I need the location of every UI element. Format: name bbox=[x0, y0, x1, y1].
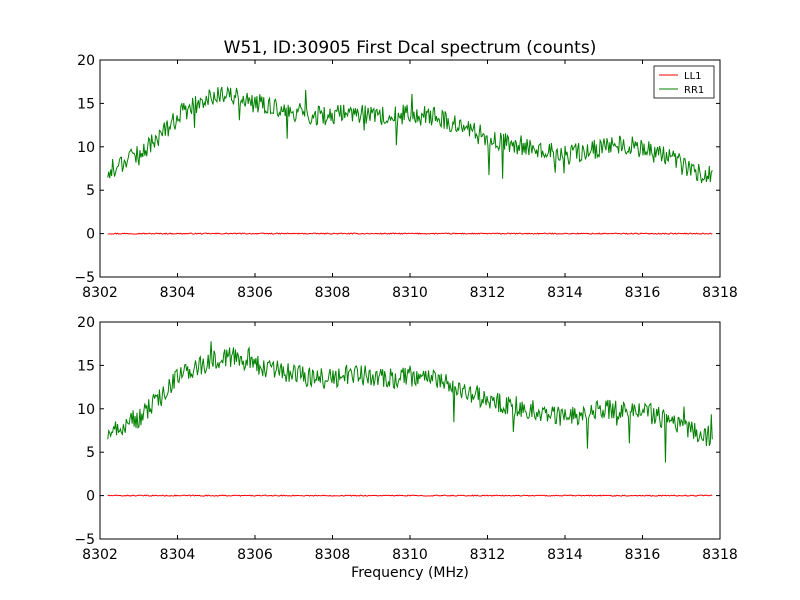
x-tick-label: 8304 bbox=[160, 547, 196, 563]
y-tick-label: 5 bbox=[86, 183, 95, 199]
y-tick-label: 0 bbox=[86, 227, 95, 243]
y-tick-label: 15 bbox=[77, 96, 95, 112]
series-line-rr1 bbox=[107, 341, 713, 463]
x-tick-label: 8318 bbox=[702, 285, 738, 301]
x-tick-label: 8310 bbox=[392, 547, 428, 563]
chart-title: W51, ID:30905 First Dcal spectrum (count… bbox=[224, 38, 597, 58]
series-line-ll1 bbox=[107, 232, 713, 235]
plot-panels: 8302 8304 8306 8308 8310 8312 8314 8316 8318 −5 0 5… bbox=[74, 53, 737, 563]
x-tick-label: 8304 bbox=[160, 285, 196, 301]
legend-label-rr1: RR1 bbox=[684, 85, 704, 96]
y-tick-label: 20 bbox=[77, 53, 95, 69]
series-group bbox=[107, 85, 713, 235]
x-tick-label: 8306 bbox=[237, 547, 273, 563]
x-tick-label: 8308 bbox=[315, 547, 351, 563]
x-tick-label: 8312 bbox=[470, 285, 506, 301]
y-tick-label: 10 bbox=[77, 402, 95, 418]
x-tick-label: 8318 bbox=[702, 547, 738, 563]
x-tick-label: 8312 bbox=[470, 547, 506, 563]
x-tick-label: 8310 bbox=[392, 285, 428, 301]
y-tick-label: 10 bbox=[77, 140, 95, 156]
x-tick-label: 8308 bbox=[315, 285, 351, 301]
x-tick-label: 8314 bbox=[547, 547, 583, 563]
x-tick-label: 8302 bbox=[82, 547, 118, 563]
x-tick-label: 8314 bbox=[547, 285, 583, 301]
y-tick-label: −5 bbox=[74, 270, 95, 286]
y-tick-label: 5 bbox=[86, 445, 95, 461]
y-tick-label: 20 bbox=[77, 315, 95, 331]
legend-box bbox=[653, 65, 715, 99]
plot-panel-2: 8302 8304 8306 8308 8310 8312 8314 8316 8318 −5 0 5… bbox=[74, 315, 737, 563]
x-tick-label: 8302 bbox=[82, 285, 118, 301]
y-tick-label: −5 bbox=[74, 532, 95, 548]
plot-panel-1: 8302 8304 8306 8308 8310 8312 8314 8316 8318 −5 0 5… bbox=[74, 53, 737, 301]
legend-label-ll1: LL1 bbox=[684, 71, 702, 82]
series-line-ll1 bbox=[107, 494, 713, 497]
y-tick-label: 0 bbox=[86, 489, 95, 505]
x-tick-label: 8316 bbox=[625, 285, 661, 301]
series-group bbox=[107, 341, 713, 497]
x-tick-label: 8306 bbox=[237, 285, 273, 301]
series-line-rr1 bbox=[107, 85, 713, 183]
x-tick-label: 8316 bbox=[625, 547, 661, 563]
y-tick-label: 15 bbox=[77, 358, 95, 374]
x-axis-label: Frequency (MHz) bbox=[351, 565, 469, 581]
